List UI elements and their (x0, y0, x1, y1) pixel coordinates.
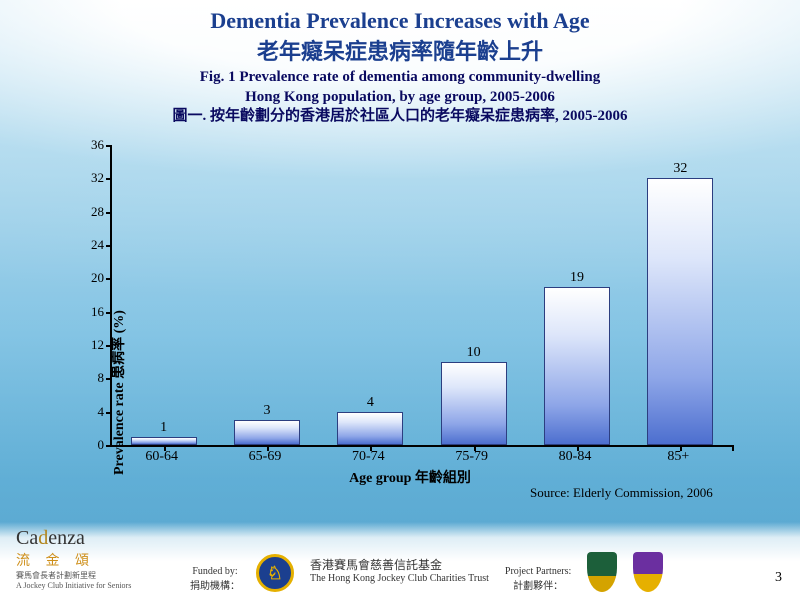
title-chinese: 老年癡呆症患病率隨年齡上升 (0, 34, 800, 66)
cadenza-logo: Cadenza 流 金 頌 賽馬會長者計劃新里程 A Jockey Club I… (16, 527, 131, 590)
bar: 19 (544, 287, 610, 445)
partner-logo-2 (633, 552, 663, 592)
title-area: Dementia Prevalence Increases with Age 老… (0, 0, 800, 66)
trust-zh: 香港賽馬會慈善信託基金 (310, 556, 442, 573)
cuhk-shield-icon (633, 552, 663, 592)
plot-area: 04812162024283236134101932 (110, 145, 732, 447)
caption-line-1: Fig. 1 Prevalence rate of dementia among… (0, 68, 800, 88)
funded-by-zh: 捐助機構： (190, 577, 240, 592)
bar-value-label: 3 (264, 403, 271, 421)
trust-en: The Hong Kong Jockey Club Charities Trus… (310, 573, 489, 584)
y-tick-label: 36 (91, 137, 112, 153)
category-label: 80-84 (559, 449, 592, 465)
cadenza-tag-en: A Jockey Club Initiative for Seniors (16, 581, 131, 590)
category-label: 85+ (667, 449, 689, 465)
bar-value-label: 10 (467, 345, 481, 363)
bar: 1 (131, 437, 197, 445)
cadenza-name: Cadenza (16, 527, 131, 550)
bar-value-label: 1 (160, 420, 167, 438)
bar-chart: Prevalence rate 患病率 (%) 0481216202428323… (70, 145, 750, 475)
footer: Cadenza 流 金 頌 賽馬會長者計劃新里程 A Jockey Club I… (0, 522, 800, 600)
cadenza-tag-zh: 賽馬會長者計劃新里程 (16, 570, 131, 581)
category-label: 75-79 (455, 449, 488, 465)
jockey-club-icon: ♘ (256, 554, 294, 592)
figure-caption: Fig. 1 Prevalence rate of dementia among… (0, 68, 800, 127)
funded-by-label: Funded by: 捐助機構： (190, 566, 240, 592)
y-tick-label: 8 (98, 370, 113, 386)
caption-line-3: 圖一. 按年齡劃分的香港居於社區人口的老年癡呆症患病率, 2005-2006 (0, 107, 800, 127)
y-tick-label: 16 (91, 304, 112, 320)
category-label: 60-64 (145, 449, 178, 465)
funded-by-en: Funded by: (192, 566, 237, 577)
cadenza-zh: 流 金 頌 (16, 550, 131, 570)
x-tick (732, 445, 734, 451)
y-tick-label: 28 (91, 204, 112, 220)
bar-value-label: 19 (570, 270, 584, 288)
bar: 10 (441, 362, 507, 445)
slide-root: Dementia Prevalence Increases with Age 老… (0, 0, 800, 600)
bar: 32 (647, 178, 713, 445)
jockey-club-logo: ♘ (256, 554, 294, 592)
bar-value-label: 4 (367, 395, 374, 413)
y-tick-label: 20 (91, 270, 112, 286)
partner-logo-1 (587, 552, 617, 592)
bar: 3 (234, 420, 300, 445)
hku-shield-icon (587, 552, 617, 592)
y-tick-label: 0 (98, 437, 113, 453)
y-tick-label: 24 (91, 237, 112, 253)
page-number: 3 (775, 570, 782, 586)
y-tick-label: 12 (91, 337, 112, 353)
title-english: Dementia Prevalence Increases with Age (0, 8, 800, 34)
partners-en: Project Partners: (505, 566, 571, 577)
partners-label: Project Partners: 計劃夥伴： (505, 566, 571, 592)
category-label: 65-69 (249, 449, 282, 465)
category-label: 70-74 (352, 449, 385, 465)
caption-line-2: Hong Kong population, by age group, 2005… (0, 88, 800, 108)
bar: 4 (337, 412, 403, 445)
y-tick-label: 32 (91, 170, 112, 186)
bar-value-label: 32 (673, 161, 687, 179)
x-axis-label: Age group 年齡組別 (70, 467, 750, 487)
source-text: Source: Elderly Commission, 2006 (530, 485, 713, 501)
partners-zh: 計劃夥伴： (513, 577, 563, 592)
y-tick-label: 4 (98, 404, 113, 420)
trust-name: 香港賽馬會慈善信託基金 The Hong Kong Jockey Club Ch… (310, 556, 489, 584)
